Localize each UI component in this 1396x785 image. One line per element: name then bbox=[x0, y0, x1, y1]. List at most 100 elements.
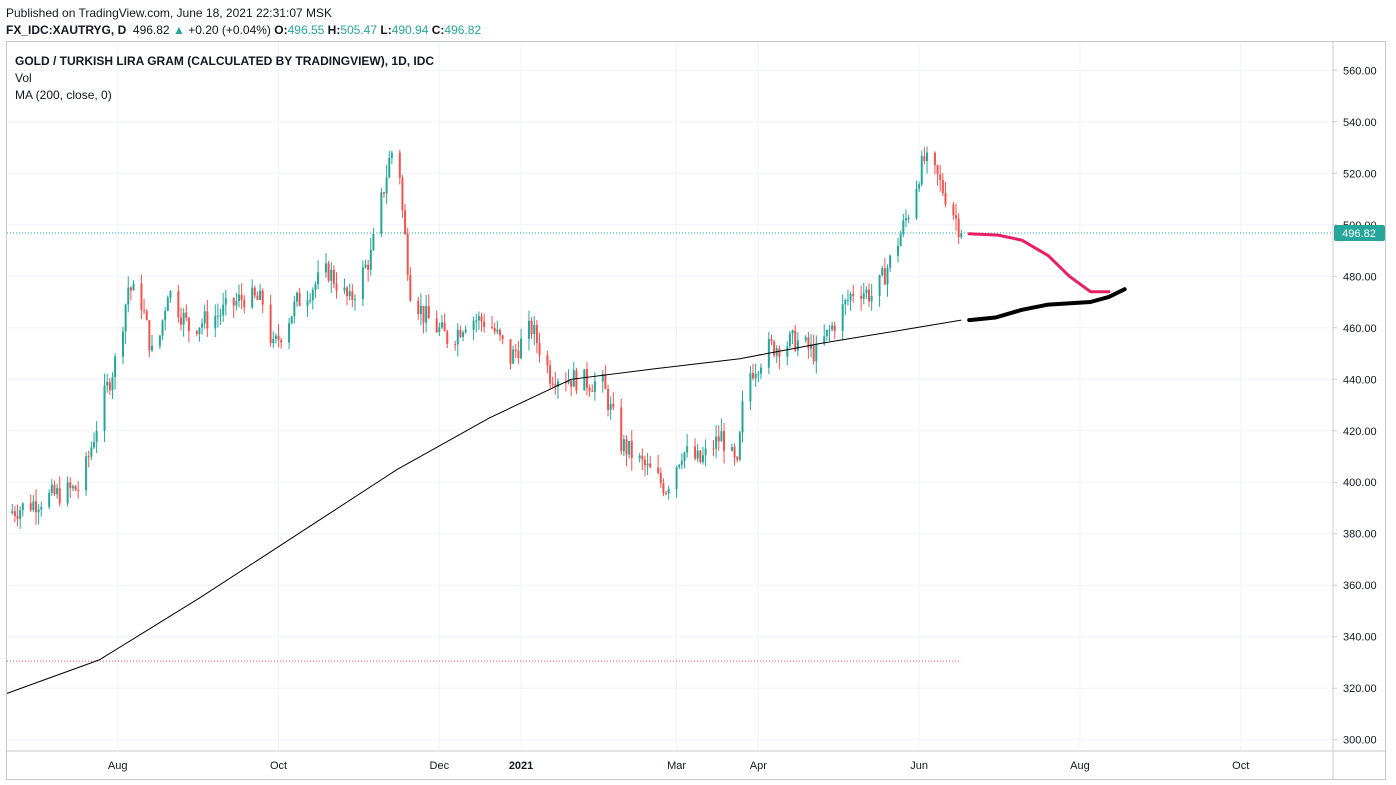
candle-body bbox=[520, 338, 523, 359]
candle-body bbox=[425, 306, 428, 323]
candle-body bbox=[593, 381, 596, 392]
candle-body bbox=[509, 339, 512, 364]
candle-body bbox=[277, 335, 280, 340]
candle-body bbox=[419, 305, 422, 315]
candle-body bbox=[480, 316, 483, 322]
candle-body bbox=[512, 349, 515, 364]
candle-body bbox=[404, 210, 407, 234]
candle-body bbox=[369, 249, 372, 270]
candle-body bbox=[324, 263, 327, 273]
candle-body bbox=[214, 316, 217, 329]
candle-body bbox=[759, 367, 762, 374]
candle-body bbox=[686, 446, 689, 453]
candle-body bbox=[132, 283, 135, 291]
candle-body bbox=[272, 338, 275, 343]
candle-body bbox=[960, 232, 963, 238]
candle-body bbox=[736, 457, 739, 460]
chart-header: Published on TradingView.com, June 18, 2… bbox=[6, 5, 481, 39]
legend-vol[interactable]: Vol bbox=[15, 71, 32, 85]
candle-body bbox=[514, 349, 517, 352]
price-tick-label: 360.00 bbox=[1343, 580, 1377, 592]
candle-body bbox=[752, 373, 755, 379]
price-axis[interactable]: 300.00 320.00 340.00 360.00 380.00 400.00 420.… bbox=[1333, 65, 1377, 747]
time-axis[interactable]: Aug Oct Dec 2021 Mar Apr Jun Aug Oct bbox=[108, 760, 1249, 772]
candle-body bbox=[224, 298, 227, 305]
candle-body bbox=[477, 316, 480, 321]
candle-body bbox=[235, 301, 238, 306]
candle-body bbox=[786, 346, 789, 357]
candle-body bbox=[862, 293, 865, 299]
candle-body bbox=[749, 373, 752, 402]
candle-body bbox=[575, 370, 578, 391]
candle-body bbox=[881, 268, 884, 276]
candle-body bbox=[13, 511, 16, 516]
candle-body bbox=[280, 339, 283, 343]
candle-body bbox=[454, 343, 457, 345]
candle-body bbox=[398, 152, 401, 178]
time-tick-label: Aug bbox=[108, 760, 128, 772]
candle-body bbox=[833, 325, 836, 331]
chart-legend: GOLD / TURKISH LIRA GRAM (CALCULATED BY … bbox=[15, 53, 434, 104]
time-tick-label: Oct bbox=[270, 760, 287, 772]
up-arrow-icon: ▲ bbox=[172, 23, 185, 37]
candle-body bbox=[556, 381, 559, 387]
candle-body bbox=[852, 294, 855, 296]
candle-body bbox=[622, 439, 625, 452]
forecast-drawing-black[interactable] bbox=[967, 287, 1127, 323]
candle-body bbox=[92, 442, 95, 448]
candle-body bbox=[865, 289, 868, 294]
candle-body bbox=[293, 301, 296, 317]
candle-body bbox=[427, 306, 430, 319]
candle-body bbox=[741, 401, 744, 433]
candle-body bbox=[704, 448, 707, 456]
candle-body bbox=[491, 327, 494, 329]
symbol: FX_IDC:XAUTRYG, D bbox=[6, 23, 127, 37]
candle-body bbox=[187, 317, 190, 332]
candle-body bbox=[459, 329, 462, 337]
candle-body bbox=[870, 296, 873, 302]
time-tick-label: Mar bbox=[667, 760, 686, 772]
candle-body bbox=[309, 300, 312, 302]
candle-body bbox=[164, 310, 167, 321]
price-tick-label: 380.00 bbox=[1343, 529, 1377, 541]
candle-body bbox=[712, 448, 715, 450]
candle-body bbox=[665, 492, 668, 494]
candle-body bbox=[952, 204, 955, 216]
candle-body bbox=[201, 323, 204, 328]
candle-body bbox=[585, 369, 588, 388]
candle-body bbox=[720, 431, 723, 442]
price-tick-label: 340.00 bbox=[1343, 632, 1377, 644]
candle-body bbox=[66, 482, 69, 504]
candle-body bbox=[923, 156, 926, 161]
candle-body bbox=[757, 373, 760, 375]
candle-body bbox=[570, 380, 573, 387]
candle-body bbox=[493, 328, 496, 332]
price-tick-label: 420.00 bbox=[1343, 426, 1377, 438]
candle-body bbox=[535, 324, 538, 344]
candle-body bbox=[74, 486, 77, 491]
candle-body bbox=[583, 369, 586, 391]
candle-body bbox=[206, 311, 209, 329]
legend-ma[interactable]: MA (200, close, 0) bbox=[15, 88, 112, 102]
close-value: 496.82 bbox=[444, 23, 482, 37]
candle-body bbox=[659, 473, 662, 483]
candle-body bbox=[849, 294, 852, 300]
candle-body bbox=[601, 374, 604, 382]
candle-body bbox=[591, 390, 594, 392]
candle-body bbox=[926, 152, 929, 161]
price-change: +0.20 (+0.04%) bbox=[188, 23, 271, 37]
last-price-tag: 496.82 bbox=[1334, 224, 1385, 241]
candle-body bbox=[717, 436, 720, 442]
candle-body bbox=[182, 312, 185, 325]
candle-body bbox=[446, 331, 449, 344]
candle-body bbox=[95, 430, 98, 443]
candle-body bbox=[274, 335, 277, 339]
candle-body bbox=[311, 290, 314, 301]
candle-body bbox=[944, 193, 947, 205]
candle-body bbox=[957, 218, 960, 238]
candle-body bbox=[638, 455, 641, 459]
candle-body bbox=[364, 264, 367, 268]
forecast-drawing-pink[interactable] bbox=[967, 232, 1111, 294]
legend-title: GOLD / TURKISH LIRA GRAM (CALCULATED BY … bbox=[15, 54, 435, 68]
